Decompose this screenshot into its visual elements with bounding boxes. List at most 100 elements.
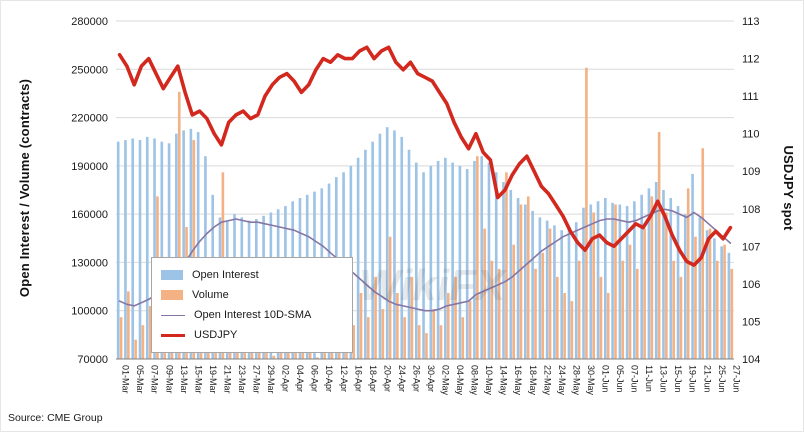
left-axis-tick: 160000 (71, 209, 108, 221)
volume-bar (119, 317, 123, 359)
volume-bar (556, 276, 559, 359)
open-interest-bar (131, 138, 135, 359)
legend-item-volume: Volume (161, 285, 342, 305)
x-axis-label: 13-Mar (179, 365, 189, 394)
open-interest-bar (458, 165, 462, 359)
volume-bar (686, 188, 690, 359)
open-interest-bar (371, 141, 374, 359)
open-interest-bar (160, 141, 164, 359)
open-interest-bar (422, 172, 425, 359)
x-axis-label: 05-Jun (615, 365, 625, 393)
x-axis-label: 05-Mar (135, 365, 145, 394)
volume-bar (563, 293, 566, 359)
volume-bar (272, 355, 276, 359)
usdjpy-swatch-icon (161, 333, 185, 337)
open-interest-bar (640, 194, 643, 359)
legend-label: USDJPY (194, 329, 238, 341)
open-interest-bar (444, 157, 447, 359)
open-interest-bar (138, 140, 142, 359)
open-interest-bar (393, 130, 396, 359)
open-interest-bar (524, 204, 527, 359)
x-axis-label: 18-May (528, 365, 538, 396)
volume-bar (359, 293, 363, 359)
volume-bar (715, 260, 719, 359)
volume-bar (243, 349, 246, 359)
volume-bar (476, 156, 479, 359)
x-axis-label: 10-May (484, 365, 494, 396)
x-axis-label: 14-May (499, 365, 509, 396)
usdjpy-line (117, 45, 733, 267)
open-interest-bar (691, 173, 694, 359)
open-interest-bar (182, 130, 185, 359)
volume-bar (490, 260, 494, 359)
left-axis-tick: 70000 (77, 354, 108, 366)
left-axis-tick: 130000 (71, 257, 108, 269)
open-interest-bar (625, 206, 629, 359)
volume-bar (396, 293, 399, 359)
open-interest-bar (167, 143, 171, 359)
open-interest-bar (633, 201, 636, 359)
x-axis-label: 25-Jun (717, 365, 727, 393)
x-axis-label: 20-Apr (382, 365, 392, 392)
legend-item-usdjpy: USDJPY (161, 325, 342, 345)
open-interest-10d-sma-line (118, 208, 732, 312)
legend-item-open-interest-10d-sma: Open Interest 10D-SMA (161, 305, 342, 325)
open-interest-bar (414, 162, 418, 359)
right-axis-tick: 112 (742, 54, 760, 66)
volume-bar (279, 349, 283, 359)
left-axis-tick: 100000 (71, 306, 108, 318)
open-interest-bar (545, 220, 549, 359)
volume-bar (577, 260, 581, 359)
open-interest-bar (480, 156, 484, 359)
x-axis-label: 30-Apr (426, 365, 436, 392)
open-interest-bar (494, 172, 498, 359)
x-axis-label: 30-May (586, 365, 596, 396)
volume-bar (526, 196, 530, 359)
open-interest-bar (567, 227, 571, 359)
x-axis-label: 06-Apr (310, 365, 320, 392)
volume-bar (592, 212, 595, 359)
x-axis-label: 15-Mar (193, 365, 203, 394)
open-interest-bar (364, 149, 367, 359)
legend-label: Volume (192, 289, 229, 301)
legend-item-open-interest: Open Interest (161, 265, 342, 285)
volume-bar (177, 91, 181, 360)
volume-bar (425, 333, 428, 359)
volume-bar (148, 305, 152, 359)
open-interest-bar (618, 204, 622, 359)
x-axis-label: 21-Jun (702, 365, 712, 393)
x-axis-label: 02-May (441, 365, 451, 396)
open-interest-bar (502, 182, 505, 359)
volume-bar (621, 260, 625, 359)
open-interest-bar (713, 238, 716, 359)
volume-bar (446, 293, 450, 359)
volume-bar (650, 196, 654, 359)
open-interest-bar (720, 246, 723, 359)
volume-bar (599, 276, 603, 359)
volume-bar (541, 252, 545, 359)
volume-bar (635, 268, 639, 359)
right-axis-tick: 113 (742, 16, 760, 28)
volume-bar (708, 228, 712, 359)
open-interest-bar (683, 214, 687, 359)
x-axis-label: 24-Apr (397, 365, 407, 392)
volume-bar (519, 204, 523, 359)
volume-bar (672, 260, 675, 359)
volume-bar (512, 244, 516, 359)
legend-label: Open Interest (192, 269, 259, 281)
right-axis-tick: 104 (742, 354, 760, 366)
volume-bar (483, 228, 486, 359)
volume-bar (381, 309, 385, 359)
open-interest-bar (647, 188, 651, 359)
x-axis-label: 12-Apr (339, 365, 349, 392)
open-interest-bar (429, 165, 433, 359)
volume-bar (134, 339, 137, 359)
volume-bar (657, 132, 661, 359)
open-interest-bar (611, 202, 614, 359)
open-interest-bar (116, 141, 120, 359)
volume-bar (570, 301, 574, 359)
open-interest-bar (698, 217, 702, 359)
volume-bar (614, 204, 617, 359)
